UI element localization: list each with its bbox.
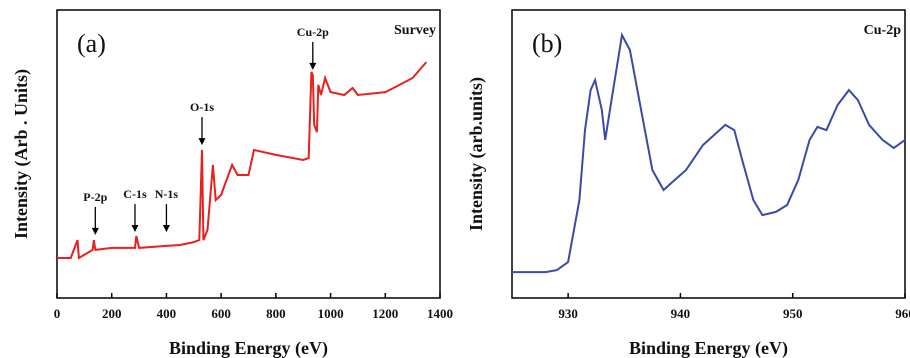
plot-frame [511, 9, 906, 299]
annotation-label: O-1s [190, 100, 214, 114]
y-axis-label: Intensity (Arb . Units) [11, 69, 32, 239]
x-tick-label: 200 [102, 306, 122, 321]
x-axis-label: Binding Energy (eV) [629, 338, 788, 358]
panel-title: Cu-2p [864, 23, 902, 38]
spectrum-line [512, 32, 906, 274]
plot-frame [56, 9, 441, 299]
annotation-arrowhead [91, 227, 99, 235]
annotation-arrowhead [131, 225, 139, 233]
x-axis-label: Binding Energy (eV) [169, 338, 328, 358]
x-tick-label: 400 [157, 306, 177, 321]
x-tick-label: 940 [671, 306, 691, 321]
panel-label: (b) [532, 29, 562, 58]
annotation-label: C-1s [123, 187, 147, 201]
annotation-label: N-1s [155, 187, 179, 201]
annotation-arrowhead [309, 62, 317, 70]
x-tick-label: 960 [895, 306, 910, 321]
x-tick-label: 1200 [372, 306, 398, 321]
x-tick-label: 800 [266, 306, 286, 321]
x-tick-label: 950 [783, 306, 803, 321]
annotation-label: Cu-2p [297, 25, 329, 39]
x-tick-label: 600 [211, 306, 231, 321]
y-axis-label: Intensity (arb.units) [466, 77, 487, 231]
annotation-label: P-2p [83, 190, 107, 204]
spectrum-line [57, 61, 428, 260]
x-tick-label: 930 [558, 306, 578, 321]
annotation-arrowhead [198, 138, 206, 146]
panel-label: (a) [77, 29, 106, 58]
x-tick-label: 1000 [318, 306, 344, 321]
annotation-arrowhead [162, 225, 170, 233]
x-tick-label: 0 [54, 306, 61, 321]
panel-title: Survey [394, 23, 436, 38]
x-tick-label: 1400 [427, 306, 453, 321]
